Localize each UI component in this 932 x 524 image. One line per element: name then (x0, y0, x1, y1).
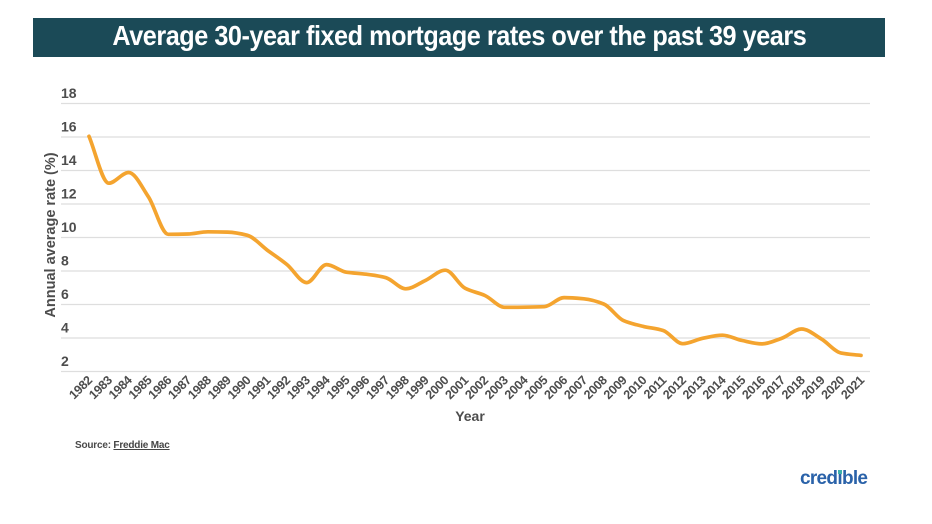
svg-text:Annual average rate (%): Annual average rate (%) (43, 152, 59, 317)
svg-text:16: 16 (61, 119, 77, 135)
svg-text:18: 18 (61, 85, 77, 101)
svg-text:12: 12 (61, 186, 77, 202)
svg-text:6: 6 (61, 286, 69, 302)
svg-text:14: 14 (61, 152, 77, 168)
svg-text:4: 4 (61, 320, 69, 336)
svg-text:Year: Year (455, 408, 485, 424)
svg-text:8: 8 (61, 253, 69, 269)
svg-text:2: 2 (61, 353, 69, 369)
svg-text:2021: 2021 (838, 373, 867, 402)
svg-text:10: 10 (61, 219, 77, 235)
